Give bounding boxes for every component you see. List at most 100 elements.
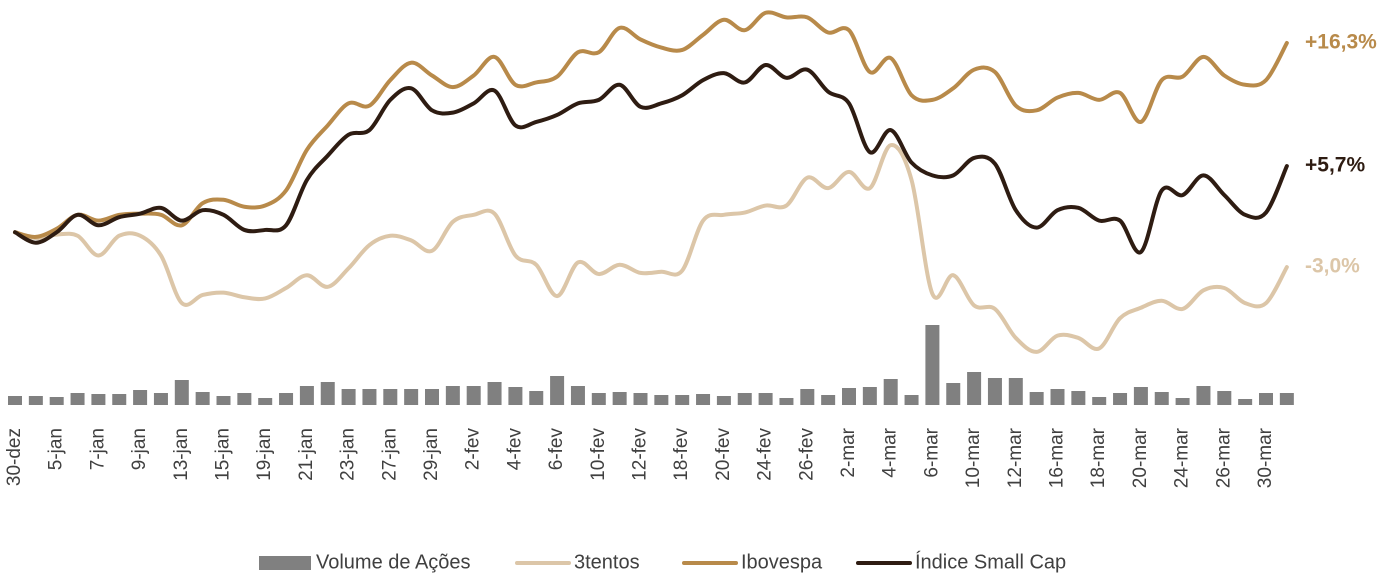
volume-bar bbox=[425, 389, 439, 405]
volume-bar bbox=[675, 395, 690, 405]
volume-bar bbox=[737, 393, 752, 405]
volume-bar bbox=[445, 386, 460, 405]
volume-bar bbox=[195, 392, 210, 405]
volume-bar bbox=[299, 386, 314, 405]
volume-bar bbox=[1092, 397, 1107, 405]
volume-bar bbox=[612, 392, 627, 405]
legend-label: Ibovespa bbox=[741, 551, 823, 573]
x-tick-label: 27-jan bbox=[379, 428, 400, 481]
volume-bar bbox=[404, 389, 419, 405]
volume-bar bbox=[383, 389, 398, 405]
volume-bar bbox=[1259, 393, 1273, 405]
volume-bar bbox=[967, 372, 982, 405]
volume-bar bbox=[508, 387, 523, 405]
x-tick-label: 4-mar bbox=[880, 427, 901, 477]
line bbox=[13, 10, 1289, 239]
volume-bar bbox=[174, 380, 189, 405]
volume-bar bbox=[696, 394, 711, 405]
x-tick-label: 13-jan bbox=[171, 428, 192, 481]
volume-bar bbox=[1133, 387, 1148, 405]
x-tick-label: 12-fev bbox=[630, 428, 651, 481]
volume-bar bbox=[591, 393, 606, 405]
x-tick-label: 30-mar bbox=[1255, 427, 1276, 488]
x-tick-label: 30-dez bbox=[4, 428, 25, 486]
volume-bar bbox=[49, 397, 64, 405]
volume-bar bbox=[1175, 398, 1190, 405]
x-tick-label: 26-mar bbox=[1213, 427, 1234, 488]
x-tick-label: 6-fev bbox=[546, 428, 567, 471]
volume-bar bbox=[821, 395, 836, 405]
volume-bar bbox=[779, 398, 794, 405]
line bbox=[13, 143, 1289, 354]
volume-bar bbox=[529, 391, 544, 405]
end-label: -3,0% bbox=[1305, 255, 1360, 278]
volume-bar bbox=[1050, 389, 1065, 405]
volume-bar bbox=[570, 386, 585, 405]
x-tick-label: 7-jan bbox=[87, 428, 108, 470]
line bbox=[13, 63, 1289, 255]
volume-bar bbox=[1008, 378, 1023, 405]
x-tick-label: 9-jan bbox=[129, 428, 150, 470]
volume-bar bbox=[466, 386, 481, 405]
legend-label: Volume de Ações bbox=[316, 551, 471, 573]
volume-bar bbox=[1238, 399, 1253, 405]
volume-bar bbox=[1029, 392, 1044, 405]
volume-bar bbox=[8, 396, 22, 405]
volume-bar bbox=[237, 393, 252, 405]
volume-bar bbox=[800, 389, 815, 405]
x-tick-label: 23-jan bbox=[338, 428, 359, 481]
volume-bar bbox=[91, 394, 106, 405]
volume-bar bbox=[987, 378, 1002, 405]
volume-bar bbox=[1196, 386, 1211, 405]
x-tick-label: 24-mar bbox=[1172, 427, 1193, 488]
x-tick-label: 5-jan bbox=[46, 428, 67, 470]
x-tick-label: 16-mar bbox=[1047, 427, 1068, 488]
x-tick-label: 18-fev bbox=[671, 428, 692, 481]
volume-bar bbox=[1071, 391, 1086, 405]
legend-swatch bbox=[259, 556, 311, 570]
x-tick-label: 10-mar bbox=[963, 427, 984, 488]
x-tick-label: 20-mar bbox=[1130, 427, 1151, 488]
volume-bar bbox=[320, 382, 335, 405]
volume-bar bbox=[550, 376, 565, 405]
legend-label: 3tentos bbox=[574, 551, 640, 573]
volume-bar bbox=[758, 393, 773, 405]
volume-bar bbox=[70, 393, 85, 405]
volume-bar bbox=[28, 396, 43, 405]
volume-bar bbox=[341, 389, 356, 405]
volume-bar bbox=[1154, 392, 1169, 405]
volume-bar bbox=[862, 387, 877, 405]
volume-bar bbox=[654, 395, 669, 405]
volume-bar bbox=[258, 398, 273, 405]
volume-bar bbox=[925, 325, 940, 405]
x-tick-label: 19-jan bbox=[254, 428, 275, 481]
volume-bar bbox=[883, 379, 898, 405]
volume-bar bbox=[716, 396, 731, 405]
x-tick-label: 21-jan bbox=[296, 428, 317, 481]
x-tick-label: 24-fev bbox=[755, 428, 776, 481]
x-tick-label: 26-fev bbox=[796, 428, 817, 481]
x-tick-label: 2-fev bbox=[463, 428, 484, 471]
volume-bar bbox=[1217, 391, 1232, 405]
volume-bar bbox=[133, 390, 148, 405]
legend-label: Índice Small Cap bbox=[915, 550, 1066, 573]
x-tick-label: 12-mar bbox=[1005, 427, 1026, 488]
volume-bar bbox=[1113, 393, 1128, 405]
volume-bar bbox=[1279, 393, 1294, 405]
end-label: +5,7% bbox=[1305, 154, 1365, 177]
volume-bar bbox=[362, 389, 377, 405]
volume-bar bbox=[153, 393, 168, 405]
volume-bar bbox=[946, 383, 961, 405]
x-tick-label: 20-fev bbox=[713, 428, 734, 481]
volume-bar bbox=[216, 396, 231, 405]
x-tick-label: 4-fev bbox=[504, 428, 525, 471]
volume-bar bbox=[842, 388, 856, 405]
x-tick-label: 18-mar bbox=[1088, 427, 1109, 488]
end-label: +16,3% bbox=[1305, 31, 1377, 54]
volume-bar bbox=[487, 382, 502, 405]
x-tick-label: 10-fev bbox=[588, 428, 609, 481]
x-tick-label: 29-jan bbox=[421, 428, 442, 481]
volume-bar bbox=[112, 394, 127, 405]
x-tick-label: 15-jan bbox=[213, 428, 234, 481]
